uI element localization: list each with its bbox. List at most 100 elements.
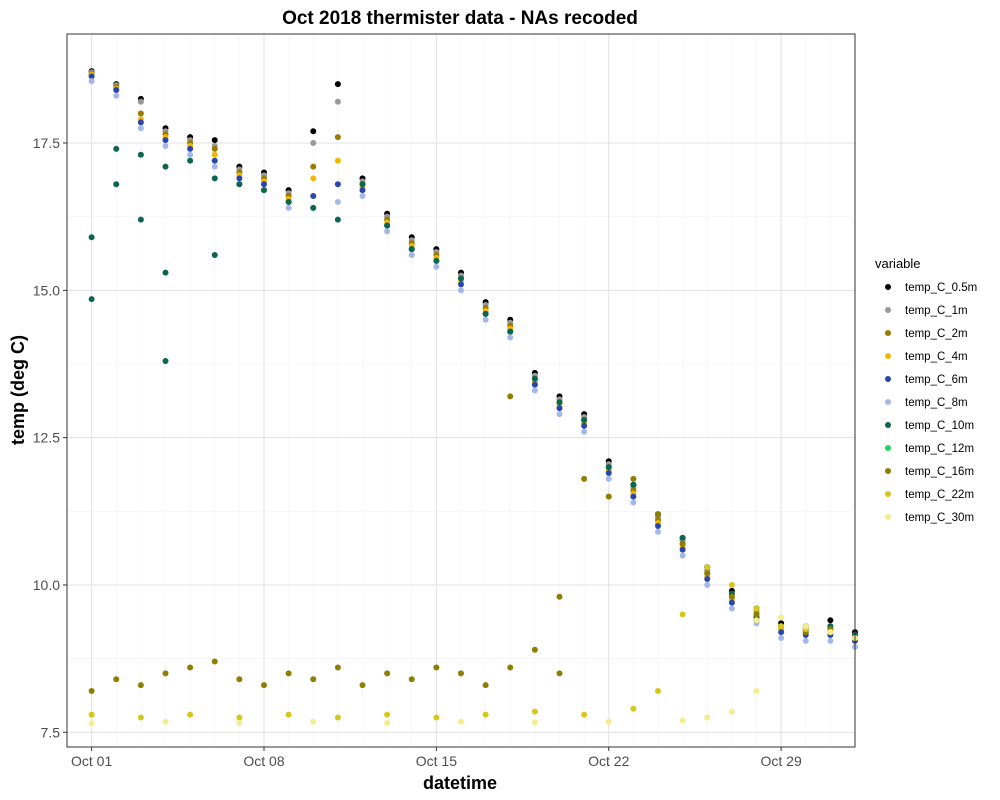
data-point <box>679 546 686 553</box>
data-point <box>137 714 144 721</box>
data-point <box>310 175 317 182</box>
data-point <box>310 676 317 683</box>
data-point <box>334 198 341 205</box>
data-point <box>802 623 809 630</box>
data-point <box>433 664 440 671</box>
data-point <box>433 714 440 721</box>
data-point <box>679 552 686 559</box>
data-point <box>728 581 735 588</box>
data-point <box>137 216 144 223</box>
data-point <box>778 629 785 636</box>
data-point <box>531 375 538 382</box>
data-point <box>655 688 661 695</box>
data-point <box>507 664 514 671</box>
data-point <box>187 145 194 152</box>
series-temp_C_10m <box>88 145 858 639</box>
data-point <box>285 711 292 718</box>
data-point <box>334 181 341 188</box>
x-tick-label: Oct 01 <box>71 753 112 769</box>
data-point <box>728 605 735 612</box>
data-point <box>531 708 538 715</box>
data-point <box>113 145 120 152</box>
data-point <box>827 629 834 636</box>
data-point <box>88 73 95 80</box>
legend-key <box>885 445 891 451</box>
x-tick-label: Oct 15 <box>416 753 457 769</box>
legend-key <box>885 353 891 359</box>
legend-key <box>885 330 891 336</box>
data-point <box>581 475 588 482</box>
data-point <box>556 593 563 600</box>
data-point <box>531 387 538 394</box>
data-point <box>334 714 341 721</box>
data-point <box>679 611 686 618</box>
legend-key <box>885 399 891 405</box>
data-point <box>359 181 366 188</box>
data-point <box>753 688 760 695</box>
data-point <box>778 634 785 641</box>
legend-label: temp_C_10m <box>905 420 974 432</box>
data-point <box>236 175 243 182</box>
data-point <box>728 708 735 715</box>
legend-label: temp_C_1m <box>905 305 968 317</box>
data-point <box>753 605 760 612</box>
data-point <box>334 216 341 223</box>
data-point <box>433 257 440 264</box>
data-point <box>531 719 538 726</box>
data-point <box>556 399 563 406</box>
legend-key <box>885 284 891 290</box>
series-temp_C_16m <box>88 393 858 695</box>
legend: variable temp_C_0.5m temp_C_1m temp_C_2mte… <box>875 256 977 524</box>
legend-key <box>885 514 891 520</box>
grid <box>66 34 856 747</box>
data-point <box>334 81 341 88</box>
data-point <box>531 381 538 388</box>
data-point <box>236 719 243 726</box>
data-point <box>679 540 686 547</box>
data-point <box>162 142 169 149</box>
legend-label: temp_C_6m <box>905 374 968 386</box>
data-point <box>458 670 464 677</box>
data-point <box>507 328 514 335</box>
legend-title: variable <box>875 256 921 271</box>
data-point <box>310 193 317 200</box>
data-point <box>630 499 637 506</box>
y-tick-label: 17.5 <box>33 135 60 151</box>
data-point <box>310 163 317 170</box>
data-point <box>384 711 391 718</box>
data-point <box>827 637 834 644</box>
data-point <box>630 475 637 482</box>
data-point <box>88 711 95 718</box>
y-tick-label: 15.0 <box>33 282 60 298</box>
data-point <box>236 714 243 721</box>
data-point <box>137 98 144 105</box>
data-point <box>408 251 415 258</box>
data-point <box>408 246 415 253</box>
data-point <box>605 718 612 725</box>
data-point <box>458 281 464 288</box>
legend-label: temp_C_12m <box>905 443 974 455</box>
data-point <box>310 140 317 147</box>
data-point <box>334 134 341 141</box>
data-point <box>581 422 588 429</box>
data-point <box>310 128 317 135</box>
data-point <box>334 98 341 105</box>
data-point <box>261 181 267 188</box>
data-point <box>137 682 144 689</box>
data-point <box>630 705 637 712</box>
data-point <box>655 523 661 530</box>
data-point <box>88 688 95 695</box>
data-point <box>581 711 588 718</box>
data-point <box>704 576 711 583</box>
data-point <box>187 664 194 671</box>
data-point <box>162 269 169 276</box>
data-point <box>261 682 267 689</box>
data-point <box>827 617 834 624</box>
data-point <box>88 234 95 241</box>
data-point <box>482 711 489 718</box>
data-point <box>728 593 735 600</box>
x-axis: Oct 01 Oct 08 Oct 15 Oct 22 Oct 29 <box>71 747 802 769</box>
data-point <box>482 682 489 689</box>
data-point <box>679 534 686 541</box>
data-point <box>88 296 95 303</box>
